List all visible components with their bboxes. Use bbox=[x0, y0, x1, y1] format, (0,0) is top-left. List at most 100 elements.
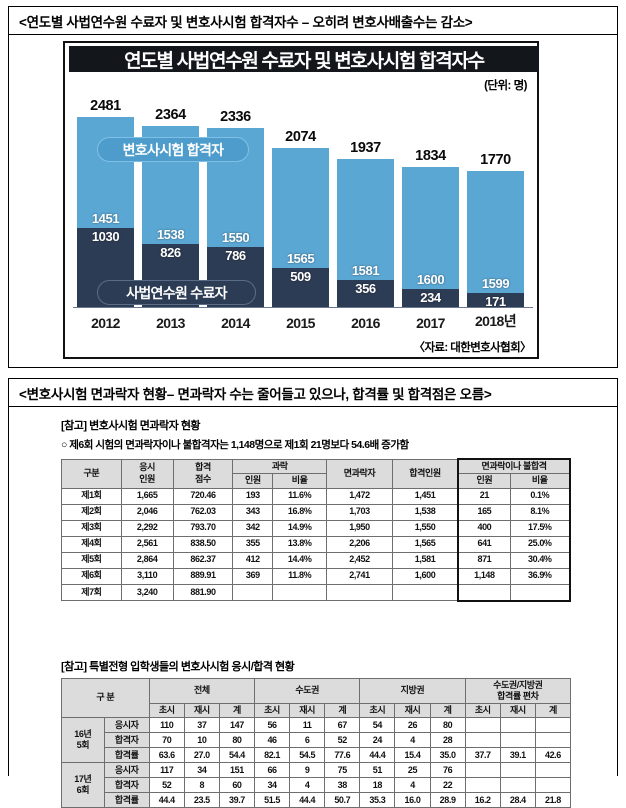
th-fail-count: 인원 bbox=[233, 474, 273, 488]
cell-applicants: 2,046 bbox=[121, 504, 173, 520]
x-axis-label: 2018년 bbox=[467, 311, 524, 331]
cell-gubun: 제7회 bbox=[62, 584, 122, 601]
cell-exempt-fail: 1,472 bbox=[327, 488, 393, 504]
cell-pass-score: 881.90 bbox=[173, 584, 233, 601]
cell-fail-count: 343 bbox=[233, 504, 273, 520]
cell-pass-score: 838.50 bbox=[173, 536, 233, 552]
bar-total-label: 2364 bbox=[142, 107, 199, 123]
cell-fail-rate: 11.6% bbox=[273, 488, 327, 504]
cell-exempt-fail-count: 871 bbox=[458, 552, 510, 568]
section2-body: [참고] 변호사시험 면과락자 현황 ○ 제6회 시험의 면과락자이나 불합격자… bbox=[9, 407, 617, 808]
cell-value: 151 bbox=[219, 763, 254, 778]
cell-exempt-fail-rate: 36.9% bbox=[510, 568, 570, 584]
cell-pass-score: 762.03 bbox=[173, 504, 233, 520]
bar-segment-label: 1451 bbox=[77, 211, 134, 226]
th-first-attempt: 초시 bbox=[255, 704, 290, 718]
cell-pass-score: 889.91 bbox=[173, 568, 233, 584]
bar-segment-label: 509 bbox=[272, 269, 329, 284]
cell-pass-score: 793.70 bbox=[173, 520, 233, 536]
cell-pass-count bbox=[392, 584, 458, 601]
cell-value: 25 bbox=[395, 763, 430, 778]
th-pass-count: 합격인원 bbox=[392, 459, 458, 488]
cell-value: 28 bbox=[430, 733, 465, 748]
section1-title-bar: <연도별 사법연수원 수료자 및 변호사시험 합격자수 – 오히려 변호사배출수… bbox=[9, 7, 617, 35]
th-sum: 계 bbox=[325, 704, 360, 718]
th-retake: 재시 bbox=[500, 704, 535, 718]
cell-pass-score: 720.46 bbox=[173, 488, 233, 504]
bar-total-label: 1770 bbox=[467, 152, 524, 168]
cell-value: 6 bbox=[290, 733, 325, 748]
cell-value: 76 bbox=[430, 763, 465, 778]
cell-value: 4 bbox=[395, 733, 430, 748]
th-first-attempt: 초시 bbox=[149, 704, 184, 718]
cell-value: 16.2 bbox=[465, 793, 500, 808]
cell-metric-label: 합격자 bbox=[104, 778, 149, 793]
cell-fail-count: 193 bbox=[233, 488, 273, 504]
cell-value: 77.6 bbox=[325, 748, 360, 763]
cell-fail-rate: 11.8% bbox=[273, 568, 327, 584]
section2-heading: <변호사시험 면과락자 현황– 면과락자 수는 줄어들고 있으나, 합격률 및 … bbox=[19, 383, 491, 403]
cell-exempt-fail-count: 21 bbox=[458, 488, 510, 504]
cell-value: 35.3 bbox=[360, 793, 395, 808]
x-axis-label: 2012 bbox=[77, 315, 134, 331]
th-retake: 재시 bbox=[395, 704, 430, 718]
th-exempt-fail-rate: 비율 bbox=[510, 474, 570, 488]
bar-segment-label: 786 bbox=[207, 248, 264, 263]
bar-stack: 1599 171 bbox=[467, 171, 524, 307]
cell-fail-rate: 16.8% bbox=[273, 504, 327, 520]
cell-value: 75 bbox=[325, 763, 360, 778]
bar-segment-passers: 1600 bbox=[402, 167, 459, 289]
bar-segment-label: 1599 bbox=[467, 276, 524, 291]
cell-exempt-fail-count: 400 bbox=[458, 520, 510, 536]
th-retake: 재시 bbox=[184, 704, 219, 718]
th-sum: 계 bbox=[535, 704, 570, 718]
cell-value bbox=[535, 733, 570, 748]
cell-applicants: 3,110 bbox=[121, 568, 173, 584]
cell-value: 70 bbox=[149, 733, 184, 748]
cell-exempt-fail: 1,703 bbox=[327, 504, 393, 520]
bar-segment-passers: 1565 bbox=[272, 148, 329, 268]
section2-title-bar: <변호사시험 면과락자 현황– 면과락자 수는 줄어들고 있으나, 합격률 및 … bbox=[9, 379, 617, 407]
cell-value: 34 bbox=[184, 763, 219, 778]
cell-value: 117 bbox=[149, 763, 184, 778]
cell-metric-label: 합격자 bbox=[104, 733, 149, 748]
th-province-area: 지방권 bbox=[360, 678, 465, 704]
cell-value: 11 bbox=[290, 718, 325, 733]
x-axis-label: 2013 bbox=[142, 315, 199, 331]
cell-value: 15.4 bbox=[395, 748, 430, 763]
bar-segment-label: 171 bbox=[467, 294, 524, 309]
cell-value: 10 bbox=[184, 733, 219, 748]
bar-segment-label: 1030 bbox=[77, 229, 134, 244]
cell-exempt-fail-rate bbox=[510, 584, 570, 601]
cell-pass-count: 1,550 bbox=[392, 520, 458, 536]
cell-metric-label: 응시자 bbox=[104, 763, 149, 778]
section-chart: <연도별 사법연수원 수료자 및 변호사시험 합격자수 – 오히려 변호사배출수… bbox=[8, 6, 618, 368]
cell-value: 37.7 bbox=[465, 748, 500, 763]
cell-value: 4 bbox=[290, 778, 325, 793]
bar-segment-graduates: 356 bbox=[337, 280, 394, 307]
cell-exempt-fail: 2,741 bbox=[327, 568, 393, 584]
cell-fail-rate: 14.9% bbox=[273, 520, 327, 536]
cell-fail-rate bbox=[273, 584, 327, 601]
bar-total-label: 2074 bbox=[272, 129, 329, 145]
cell-value: 80 bbox=[219, 733, 254, 748]
th-capital-area: 수도권 bbox=[255, 678, 360, 704]
cell-value bbox=[500, 778, 535, 793]
bar-segment-label: 826 bbox=[142, 245, 199, 260]
